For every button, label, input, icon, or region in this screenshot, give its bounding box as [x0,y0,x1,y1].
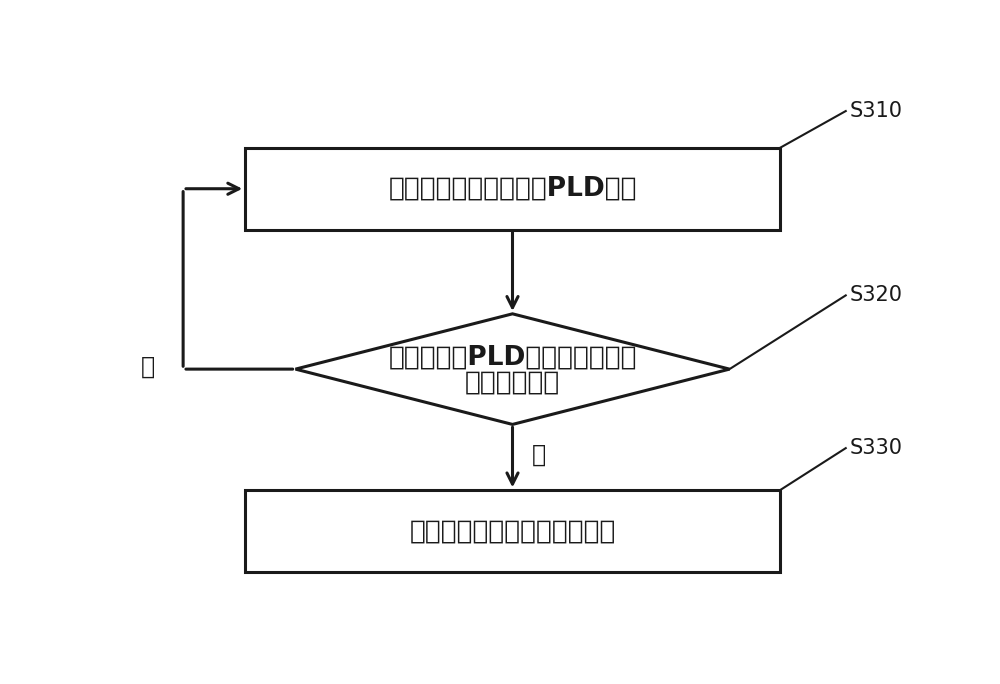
Text: 监测到的电力输入出现PLD状态: 监测到的电力输入出现PLD状态 [388,176,637,202]
Text: 是: 是 [532,443,546,466]
Text: 预定时间内PLD状态出现的次数: 预定时间内PLD状态出现的次数 [388,345,637,371]
Text: S320: S320 [850,285,903,305]
Text: 否: 否 [140,354,155,378]
Text: S310: S310 [850,101,903,121]
Bar [245,148,780,230]
Polygon shape [296,314,730,424]
Text: 是否超过阈值: 是否超过阈值 [465,370,560,396]
Text: 确定监测的电力输入出现异常: 确定监测的电力输入出现异常 [409,518,616,544]
Text: S330: S330 [850,438,903,458]
Bar [245,490,780,572]
